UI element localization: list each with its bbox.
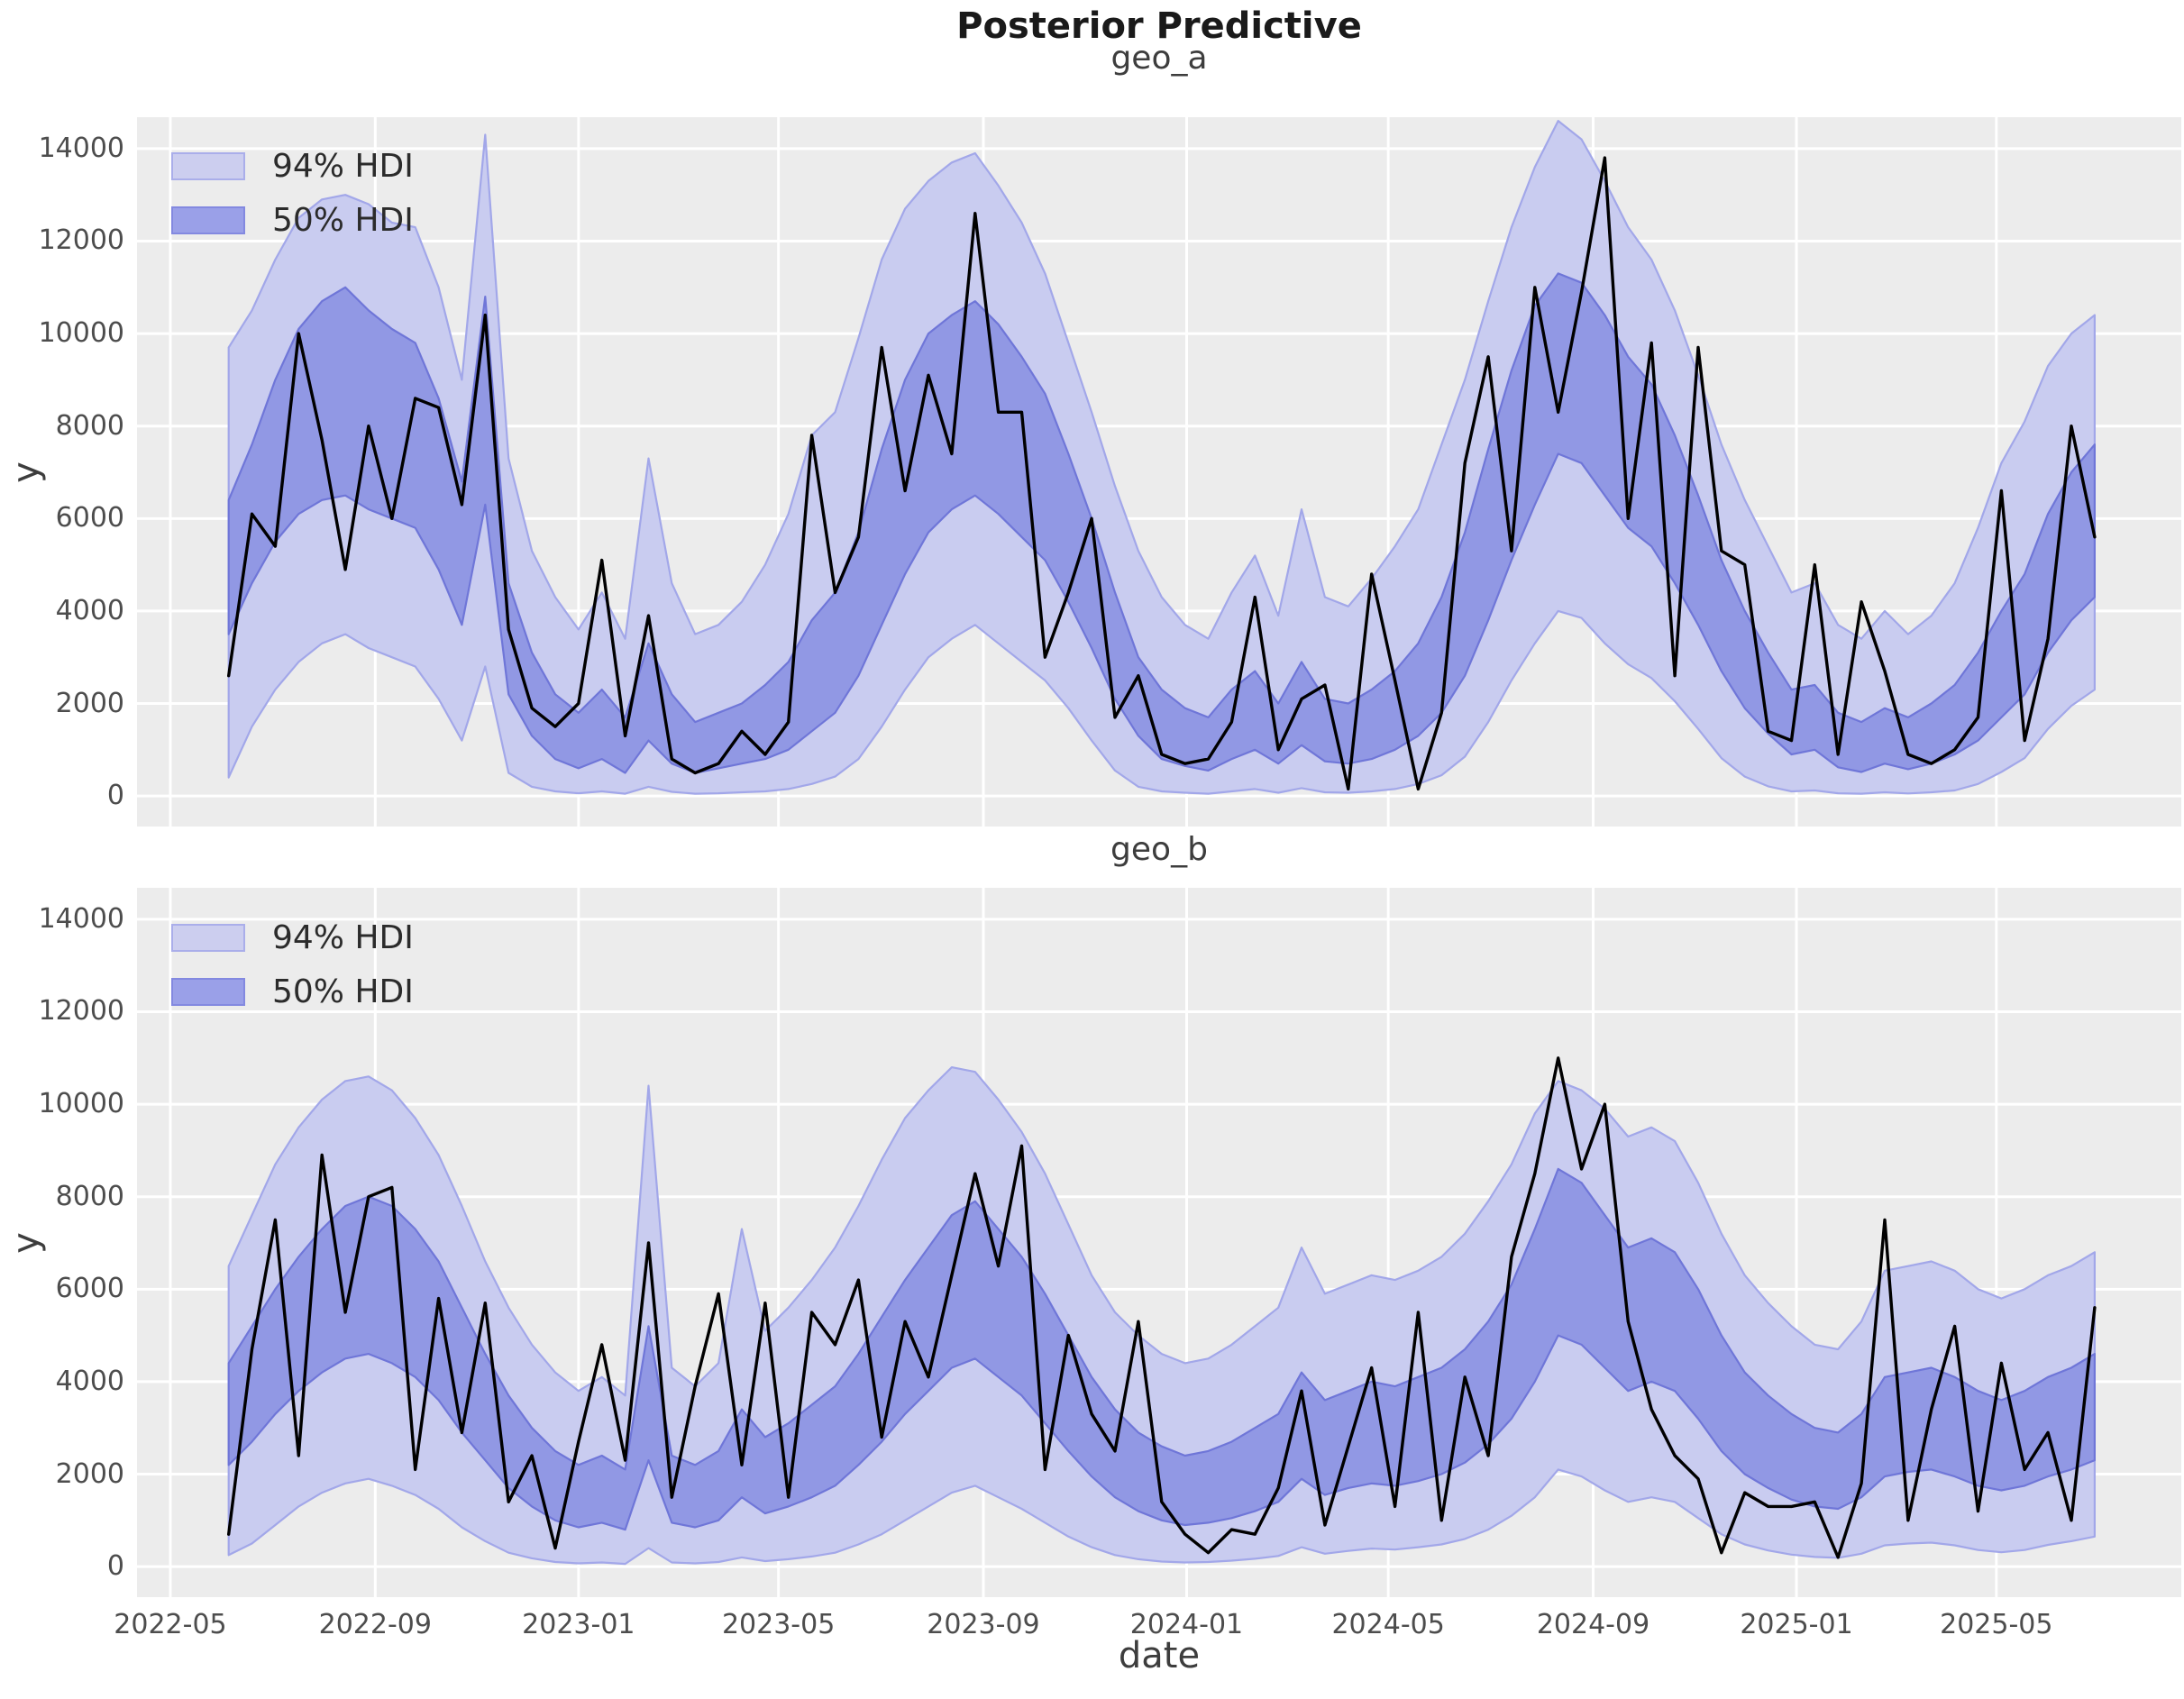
subplot-title-geo-a: geo_a: [1110, 40, 1208, 77]
x-tick-label: 2023-05: [721, 1609, 836, 1640]
x-tick-label: 2023-01: [522, 1609, 635, 1640]
y-tick-label: 0: [106, 1550, 124, 1583]
y-tick-label: 8000: [55, 1180, 124, 1212]
x-tick-label: 2024-05: [1331, 1609, 1445, 1640]
y-axis-label-geo-a: y: [5, 461, 47, 483]
legend-swatch-50-hdi: [171, 206, 245, 234]
legend-swatch-94-hdi: [171, 923, 245, 952]
hdi-94-band: [227, 120, 2096, 795]
y-tick-label: 6000: [55, 502, 124, 534]
legend-row-94-hdi: 94% HDI: [171, 918, 676, 957]
y-tick-label: 6000: [55, 1273, 124, 1305]
x-tick-label: 2025-01: [1740, 1609, 1853, 1640]
y-tick-label: 12000: [38, 995, 124, 1028]
legend-geo-a: 94% HDI 50% HDI: [171, 146, 676, 254]
plot-area-geo-b: [137, 888, 2181, 1597]
x-tick-label: 2022-05: [114, 1609, 227, 1640]
x-tick-label: 2024-09: [1536, 1609, 1650, 1640]
y-tick-label: 4000: [55, 594, 124, 626]
legend-geo-b: 94% HDI 50% HDI: [171, 918, 676, 1026]
legend-row-50-hdi: 50% HDI: [171, 972, 676, 1011]
legend-swatch-94-hdi: [171, 151, 245, 180]
plot-area-geo-a: [137, 117, 2181, 827]
y-tick-label: 14000: [38, 132, 124, 164]
y-tick-label: 12000: [38, 224, 124, 257]
x-axis-label: date: [1118, 1635, 1201, 1676]
legend-row-50-hdi: 50% HDI: [171, 200, 676, 240]
y-tick-label: 4000: [55, 1365, 124, 1397]
legend-label-94-hdi: 94% HDI: [272, 147, 414, 185]
hdi-50-band: [227, 1167, 2096, 1531]
x-tick-label: 2025-05: [1940, 1609, 2053, 1640]
x-tick-label: 2024-01: [1129, 1609, 1244, 1640]
y-axis-label-geo-b: y: [5, 1232, 47, 1254]
x-tick-label: 2022-09: [318, 1609, 432, 1640]
legend-label-50-hdi: 50% HDI: [272, 973, 414, 1010]
subplot-title-geo-b: geo_b: [1110, 831, 1208, 868]
y-tick-label: 8000: [55, 409, 124, 442]
y-tick-label: 10000: [38, 317, 124, 350]
y-tick-label: 0: [106, 780, 124, 812]
legend-label-94-hdi: 94% HDI: [272, 918, 414, 956]
legend-row-94-hdi: 94% HDI: [171, 146, 676, 186]
observed-line: [227, 1056, 2097, 1559]
figure-title: Posterior Predictive: [956, 5, 1362, 47]
hdi-94-band: [227, 1066, 2096, 1566]
x-tick-label: 2023-09: [927, 1609, 1040, 1640]
legend-label-50-hdi: 50% HDI: [272, 201, 414, 239]
observed-line: [227, 156, 2097, 791]
legend-swatch-50-hdi: [171, 977, 245, 1006]
y-tick-label: 14000: [38, 902, 124, 935]
y-tick-label: 10000: [38, 1088, 124, 1120]
y-tick-label: 2000: [55, 1457, 124, 1490]
y-tick-label: 2000: [55, 687, 124, 719]
